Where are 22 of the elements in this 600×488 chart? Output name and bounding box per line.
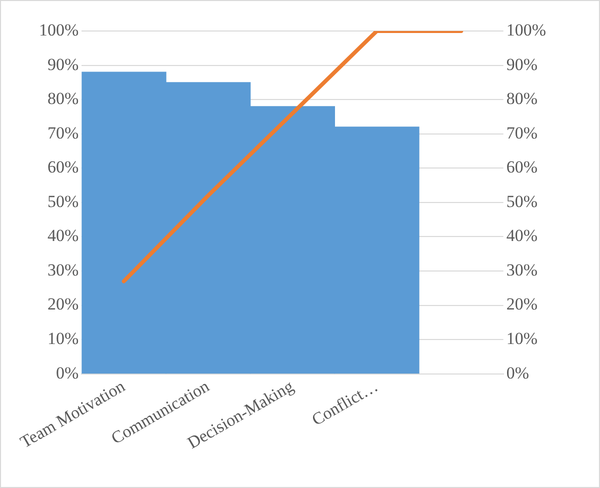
y-tick-label: 0%	[56, 363, 79, 382]
y2-tick-label: 10%	[506, 329, 538, 348]
y2-tick-label: 60%	[506, 158, 538, 177]
y-tick-label: 70%	[47, 123, 79, 142]
y2-tick-label: 50%	[506, 192, 538, 211]
y-tick-label: 50%	[47, 192, 79, 211]
y-tick-label: 100%	[38, 20, 79, 40]
y-tick-label: 30%	[47, 260, 79, 280]
y2-tick-label: 30%	[506, 260, 538, 280]
y-tick-label: 90%	[47, 54, 79, 74]
y2-tick-label: 90%	[506, 54, 538, 74]
y-tick-label: 80%	[47, 89, 79, 108]
y2-tick-label: 100%	[506, 20, 546, 40]
y-tick-label: 40%	[47, 226, 79, 246]
y2-tick-label: 80%	[506, 89, 538, 108]
y-tick-label: 60%	[47, 158, 79, 177]
y2-tick-label: 20%	[506, 294, 538, 314]
y2-tick-label: 0%	[506, 363, 530, 382]
y2-tick-label: 40%	[506, 226, 538, 246]
y2-tick-label: 70%	[506, 123, 538, 142]
y-tick-label: 10%	[47, 329, 79, 348]
y-tick-label: 20%	[47, 294, 79, 314]
